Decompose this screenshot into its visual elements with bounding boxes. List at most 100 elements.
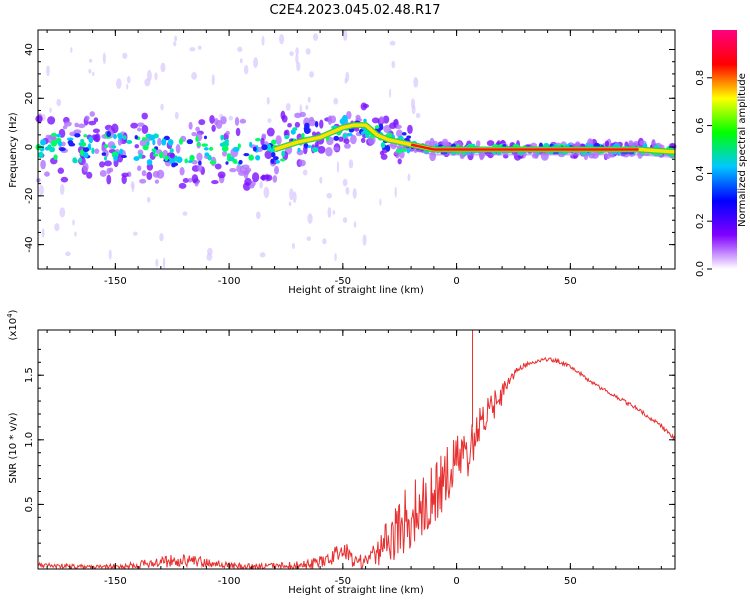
spectral-speck <box>280 110 286 120</box>
spectral-speck <box>214 163 222 170</box>
spectral-speck <box>182 211 188 216</box>
spectral-speck <box>345 71 350 82</box>
spectral-speck <box>317 145 326 154</box>
spectral-speck <box>294 121 301 128</box>
spectral-speck <box>197 45 202 50</box>
spectral-speck <box>334 253 337 262</box>
spectral-speck <box>211 124 216 132</box>
spectral-speck <box>248 154 254 161</box>
spectral-speck <box>228 156 235 162</box>
spectral-speck <box>204 152 210 157</box>
spectral-speck <box>169 148 174 154</box>
x-tick-label: -50 <box>335 276 351 287</box>
spectral-speck <box>111 123 119 134</box>
spectral-speck <box>56 98 62 107</box>
spectral-speck <box>152 139 156 146</box>
spectral-speck <box>41 228 45 238</box>
spectral-speck <box>365 131 370 139</box>
spectral-speck <box>154 179 160 184</box>
spectral-speck <box>209 114 215 124</box>
spectral-speck <box>59 183 65 196</box>
spectral-speck <box>327 206 332 218</box>
spectral-speck <box>106 130 111 138</box>
spectral-speck <box>289 188 294 201</box>
spectrogram-x-label: Height of straight line (km) <box>288 285 424 296</box>
spectral-speck <box>152 153 159 157</box>
spectral-speck <box>121 175 127 185</box>
spectral-speck <box>228 115 233 121</box>
spectral-speck <box>380 142 386 149</box>
spectral-speck <box>141 137 146 142</box>
spectral-speck <box>295 53 299 65</box>
spectral-speck <box>604 140 610 147</box>
spectral-speck <box>285 102 291 111</box>
spectral-speck <box>203 135 207 140</box>
spectral-speck <box>104 144 109 149</box>
spectral-speck <box>220 134 224 141</box>
y-tick-label: 0.5 <box>24 496 35 512</box>
spectral-speck <box>163 135 170 141</box>
spectral-speck <box>259 181 264 189</box>
spectral-speck <box>189 154 195 162</box>
spectral-speck <box>137 165 142 172</box>
spectral-speck <box>188 121 193 130</box>
spectral-speck <box>301 132 305 139</box>
spectral-speck <box>486 140 495 147</box>
spectral-speck <box>101 152 107 156</box>
spectral-speck <box>221 150 228 157</box>
spectral-speck <box>87 143 92 150</box>
spectral-speck <box>395 149 402 154</box>
spectral-speck <box>111 145 117 149</box>
spectral-speck <box>108 249 112 260</box>
spectral-speck <box>239 58 243 64</box>
spectral-speck <box>141 170 147 177</box>
spectral-speck <box>162 257 166 270</box>
spectral-speck <box>155 258 159 267</box>
spectral-speck <box>89 111 95 117</box>
spectral-speck <box>40 159 46 170</box>
spectral-speck <box>342 178 348 187</box>
x-tick-label: -150 <box>104 576 127 587</box>
spectral-speck <box>72 157 77 164</box>
spectral-speck <box>78 157 82 163</box>
spectral-speck <box>191 71 198 80</box>
colorbar-tick-label: 0.4 <box>695 165 706 181</box>
spectral-speck <box>146 69 152 82</box>
spectral-speck <box>353 221 357 228</box>
y-tick-label: -20 <box>24 188 35 204</box>
spectral-speck <box>305 104 309 110</box>
spectral-speck <box>47 144 52 151</box>
snr-y-multiplier-base: (x10 <box>8 318 19 341</box>
spectral-speck <box>394 186 397 198</box>
spectral-speck <box>59 147 66 152</box>
spectrogram-frame <box>37 29 676 270</box>
y-tick-label: -40 <box>24 236 35 252</box>
spectral-speck <box>255 211 261 220</box>
spectral-speck <box>73 129 82 134</box>
spectral-speck <box>213 117 219 126</box>
spectral-speck <box>264 150 273 160</box>
spectral-speck <box>174 156 178 162</box>
spectral-speck <box>106 174 112 185</box>
spectral-speck <box>182 178 189 183</box>
spectral-speck <box>93 117 99 123</box>
spectral-speck <box>208 146 214 151</box>
spectral-speck <box>94 148 100 154</box>
spectral-speck <box>191 131 197 137</box>
spectral-speck <box>352 188 357 199</box>
spectral-speck <box>196 142 201 147</box>
spectral-speck <box>326 192 333 199</box>
spectral-speck <box>379 116 384 124</box>
snr-x-label: Height of straight line (km) <box>288 585 424 596</box>
spectral-speck <box>270 158 275 164</box>
spectral-speck <box>82 162 89 173</box>
spectral-speck <box>88 120 97 126</box>
spectral-speck <box>119 148 124 155</box>
spectral-speck <box>104 160 112 167</box>
spectral-speck <box>651 139 656 148</box>
spectral-speck <box>39 184 44 196</box>
spectral-speck <box>78 142 83 146</box>
snr-y-multiplier: (x104) <box>6 309 19 340</box>
spectral-speck <box>164 154 169 162</box>
spectral-speck <box>83 134 88 138</box>
